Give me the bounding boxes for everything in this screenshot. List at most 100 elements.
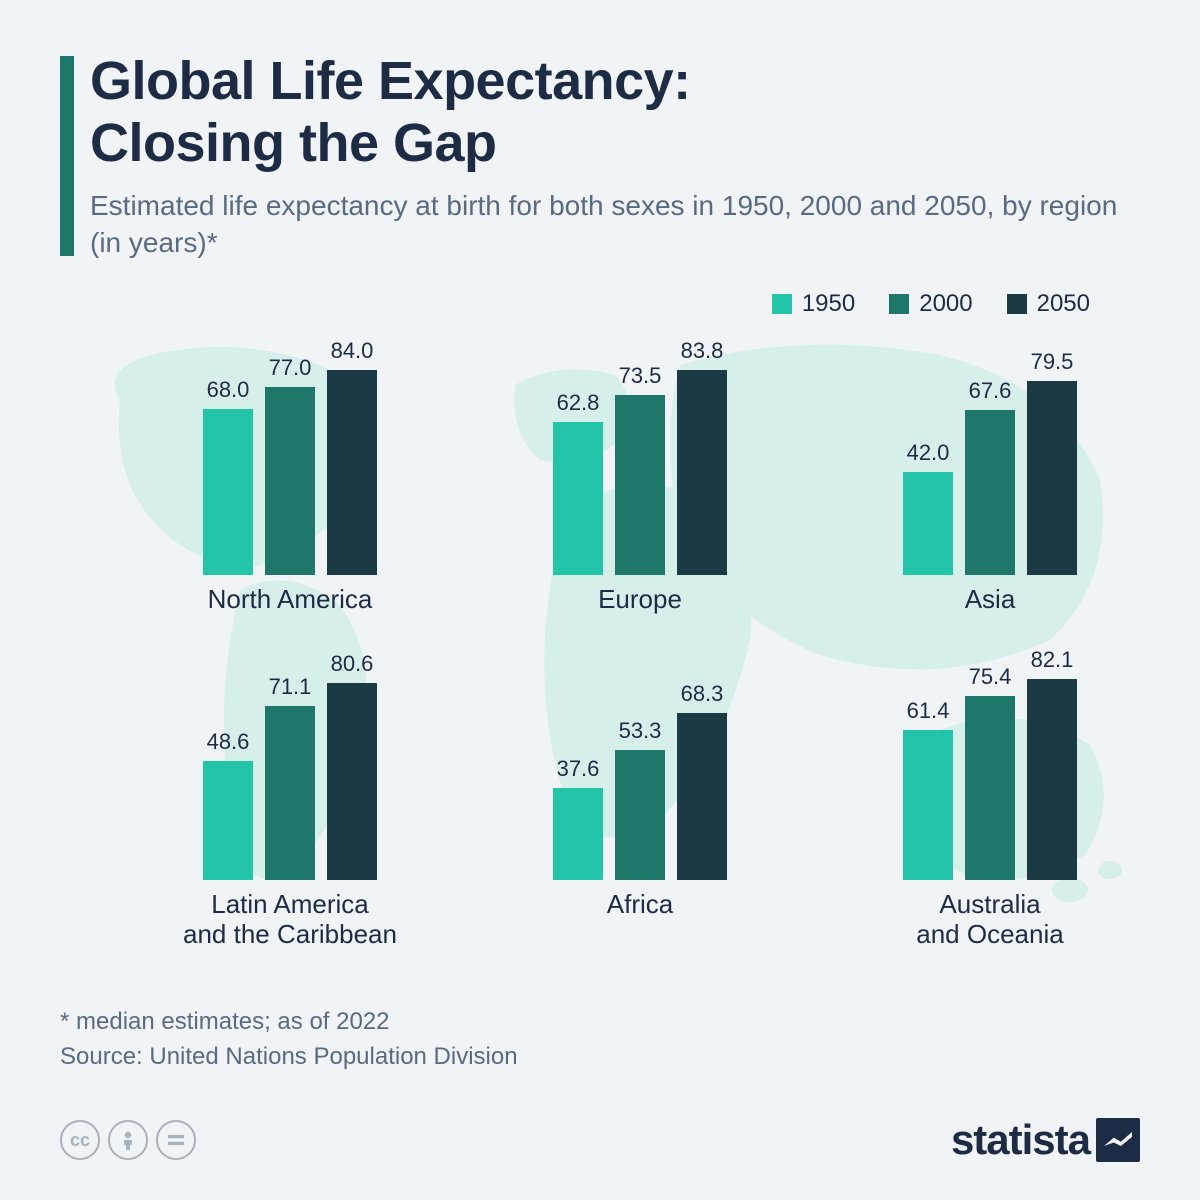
legend-item: 1950: [772, 290, 855, 318]
bar-column: 61.4: [903, 698, 953, 880]
bar-column: 82.1: [1027, 647, 1077, 880]
bar-column: 53.3: [615, 718, 665, 880]
bar-value-label: 73.5: [619, 363, 662, 389]
brand-logo: statista: [951, 1116, 1140, 1164]
bar-column: 75.4: [965, 664, 1015, 880]
bar-group: 61.475.482.1: [840, 660, 1140, 880]
legend: 1950 2000 2050: [772, 290, 1090, 318]
bar-value-label: 75.4: [969, 664, 1012, 690]
footnote-line-1: * median estimates; as of 2022: [60, 1005, 518, 1040]
bar-column: 68.0: [203, 377, 253, 575]
bar-column: 84.0: [327, 338, 377, 575]
bar-group: 37.6 53.3 68.3: [490, 660, 790, 880]
region-chart: 37.6 53.3 68.3 Africa: [490, 660, 790, 920]
bar: [265, 387, 315, 575]
bar-column: 83.8: [677, 338, 727, 575]
footer: cc statista: [60, 1116, 1140, 1164]
bar-value-label: 37.6: [557, 756, 600, 782]
infographic-canvas: Global Life Expectancy: Closing the Gap …: [0, 0, 1200, 1200]
bar: [1027, 679, 1077, 880]
bar-value-label: 67.6: [969, 378, 1012, 404]
bar: [965, 410, 1015, 575]
bar-group: 62.873.583.8: [490, 355, 790, 575]
bar-value-label: 82.1: [1031, 647, 1074, 673]
title-line-1: Global Life Expectancy:: [90, 51, 691, 111]
bar-value-label: 71.1: [269, 674, 312, 700]
cc-icon: cc: [60, 1120, 100, 1160]
bar-value-label: 84.0: [331, 338, 374, 364]
bar: [903, 730, 953, 880]
bar-value-label: 42.0: [907, 440, 950, 466]
region-label: Australiaand Oceania: [840, 890, 1140, 950]
bar: [327, 370, 377, 575]
region-label: Africa: [490, 890, 790, 920]
brand-mark-icon: [1096, 1118, 1140, 1162]
legend-label: 2050: [1037, 290, 1090, 318]
bar-value-label: 83.8: [681, 338, 724, 364]
bar-value-label: 62.8: [557, 390, 600, 416]
region-chart: 68.077.084.0North America: [140, 355, 440, 615]
bar-column: 71.1: [265, 674, 315, 880]
bar-column: 67.6: [965, 378, 1015, 575]
legend-swatch: [889, 294, 909, 314]
legend-item: 2000: [889, 290, 972, 318]
legend-item: 2050: [1007, 290, 1090, 318]
bar-column: 79.5: [1027, 349, 1077, 575]
bar-value-label: 68.3: [681, 681, 724, 707]
bar: [615, 395, 665, 575]
bar: [677, 370, 727, 575]
subtitle: Estimated life expectancy at birth for b…: [90, 188, 1140, 261]
bar-group: 42.067.679.5: [840, 355, 1140, 575]
legend-swatch: [1007, 294, 1027, 314]
bar-value-label: 68.0: [207, 377, 250, 403]
bar: [553, 422, 603, 576]
bar-column: 73.5: [615, 363, 665, 575]
bar: [677, 713, 727, 880]
attribution-icon: [108, 1120, 148, 1160]
bar: [327, 683, 377, 880]
legend-swatch: [772, 294, 792, 314]
bar-column: 80.6: [327, 651, 377, 880]
bar-value-label: 48.6: [207, 729, 250, 755]
bar-value-label: 80.6: [331, 651, 374, 677]
region-chart: 42.067.679.5Asia: [840, 355, 1140, 615]
bar-column: 68.3: [677, 681, 727, 880]
brand-text: statista: [951, 1116, 1090, 1164]
bar-value-label: 79.5: [1031, 349, 1074, 375]
bar-column: 42.0: [903, 440, 953, 575]
bar: [965, 696, 1015, 880]
bar: [1027, 381, 1077, 575]
bar: [903, 472, 953, 575]
page-title: Global Life Expectancy: Closing the Gap: [90, 50, 1140, 174]
footnote-line-2: Source: United Nations Population Divisi…: [60, 1040, 518, 1075]
bar: [203, 409, 253, 575]
region-chart: 62.873.583.8Europe: [490, 355, 790, 615]
region-label: Asia: [840, 585, 1140, 615]
bar: [265, 706, 315, 880]
bar-value-label: 77.0: [269, 355, 312, 381]
cc-license-row: cc: [60, 1120, 196, 1160]
region-label: North America: [140, 585, 440, 615]
bar-value-label: 61.4: [907, 698, 950, 724]
no-derivatives-icon: [156, 1120, 196, 1160]
bar: [203, 761, 253, 880]
bar: [553, 788, 603, 880]
region-label: Latin Americaand the Caribbean: [140, 890, 440, 950]
legend-label: 1950: [802, 290, 855, 318]
region-chart: 61.475.482.1Australiaand Oceania: [840, 660, 1140, 950]
bar-column: 48.6: [203, 729, 253, 880]
region-label: Europe: [490, 585, 790, 615]
header: Global Life Expectancy: Closing the Gap …: [60, 50, 1140, 261]
legend-label: 2000: [919, 290, 972, 318]
title-line-2: Closing the Gap: [90, 113, 497, 173]
footnote: * median estimates; as of 2022 Source: U…: [60, 1005, 518, 1075]
bar-column: 37.6: [553, 756, 603, 880]
bar: [615, 750, 665, 880]
region-chart: 48.671.180.6Latin Americaand the Caribbe…: [140, 660, 440, 950]
bar-column: 62.8: [553, 390, 603, 576]
header-accent-bar: [60, 56, 74, 256]
bar-group: 48.671.180.6: [140, 660, 440, 880]
bar-value-label: 53.3: [619, 718, 662, 744]
chart-area: 68.0 77.0 84.0 North America 62.8 73.5 83.8 Eur…: [60, 330, 1140, 960]
bar-group: 68.077.084.0: [140, 355, 440, 575]
